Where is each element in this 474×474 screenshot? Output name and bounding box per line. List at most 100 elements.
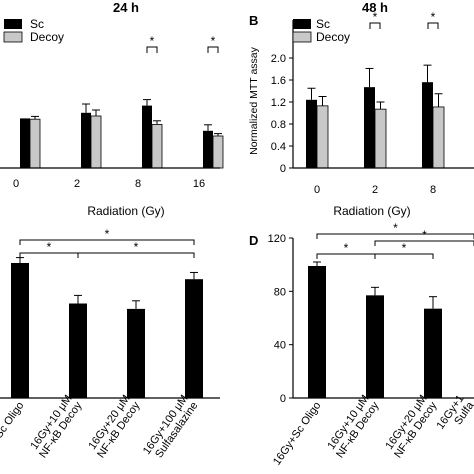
x-tick-label-16: 16 — [193, 178, 205, 190]
x-tick-label-line: Sc Oligo — [0, 400, 26, 441]
significance-bracket-label: * — [402, 241, 407, 255]
y-tick-label: 0.4 — [271, 141, 286, 153]
legend-label-sc: Sc — [30, 17, 44, 31]
bar-decoy-0 — [29, 118, 41, 169]
x-tick-label: Sc Oligo — [0, 400, 26, 441]
bar-sc-16 — [203, 130, 213, 168]
significance-bracket — [146, 46, 158, 53]
bar-sc-2 — [81, 112, 91, 168]
bar-decoy-2 — [374, 108, 387, 169]
bar-decoy-0 — [316, 105, 329, 169]
significance-bracket-label: * — [422, 228, 427, 242]
panel-c-bars — [11, 257, 203, 398]
significance-bracket-label: * — [393, 221, 398, 235]
bar-sc-8 — [142, 105, 152, 168]
bar-0 — [11, 263, 29, 398]
bar-1 — [366, 295, 384, 398]
bar-2 — [424, 308, 442, 398]
panel-b-tick-labels: 0 2 8 — [314, 184, 436, 196]
panel-b-bars — [306, 64, 445, 169]
panel-d-letter: D — [249, 233, 258, 248]
significance-bracket — [77, 252, 195, 258]
bar-decoy-8 — [151, 124, 163, 169]
bar-sc-0 — [20, 118, 30, 168]
panel-b-legend: Sc Decoy — [292, 17, 350, 44]
panel-b: B 48 h Normalized MTT assay 0 0.4 0.8 1.2 1.… — [248, 0, 474, 218]
significance-bracket — [374, 253, 434, 259]
significance-bracket-label: * — [373, 10, 378, 24]
y-tick-label: 1.6 — [271, 75, 286, 87]
y-tick-label: 1.2 — [271, 97, 286, 109]
panel-a-x-axis-title: Radiation (Gy) — [87, 204, 164, 218]
panel-a-legend: Sc Decoy — [3, 17, 64, 44]
panel-b-y-axis-title: Normalized MTT assay — [248, 46, 260, 154]
significance-bracket — [369, 22, 381, 29]
panel-c-significance: * * * — [19, 227, 195, 258]
panel-d-y-ticks: 0 40 80 120 — [268, 233, 293, 405]
significance-bracket-label: * — [344, 241, 349, 255]
legend-label-decoy: Decoy — [316, 30, 350, 44]
significance-bracket-label: * — [105, 227, 110, 241]
panel-a: 24 h 0 2 8 16 Radiation (Gy) Sc Decoy * * — [0, 0, 224, 218]
legend-label-decoy: Decoy — [30, 30, 64, 44]
bar-0 — [308, 266, 326, 398]
significance-bracket-label: * — [47, 240, 52, 254]
bar-3 — [185, 279, 203, 398]
significance-bracket — [316, 233, 474, 239]
panel-b-significance: * * — [369, 10, 439, 29]
x-tick-label-line: 16Gy+Sc Oligo — [271, 400, 323, 468]
panel-a-tick-labels: 0 2 8 16 — [13, 178, 205, 190]
bar-2 — [127, 308, 145, 398]
bar-decoy-8 — [432, 106, 445, 169]
panel-a-significance: * * — [146, 34, 219, 53]
panel-a-title: 24 h — [113, 0, 139, 15]
significance-bracket — [207, 46, 219, 53]
y-tick-label: 2.0 — [271, 53, 286, 65]
legend-swatch-decoy — [292, 31, 312, 43]
y-tick-label: 40 — [274, 340, 286, 352]
bar-1 — [69, 303, 87, 398]
panel-b-title: 48 h — [362, 0, 388, 15]
significance-bracket-label: * — [431, 10, 436, 24]
y-tick-label: 0 — [280, 163, 286, 175]
significance-bracket-label: * — [134, 240, 139, 254]
bar-sc-2 — [364, 87, 375, 168]
legend-swatch-sc — [4, 19, 22, 29]
y-tick-label: 0 — [280, 393, 286, 405]
significance-bracket — [19, 239, 195, 245]
panel-d-significance: * * * * — [316, 221, 474, 259]
legend-label-sc: Sc — [316, 17, 330, 31]
x-tick-label-0: 0 — [13, 178, 19, 190]
bar-sc-0 — [306, 99, 317, 168]
y-tick-label: 120 — [268, 233, 286, 245]
legend-swatch-sc — [293, 19, 311, 29]
bar-sc-8 — [422, 82, 433, 168]
y-tick-label: 80 — [274, 286, 286, 298]
x-tick-label-8: 8 — [430, 184, 436, 196]
bar-decoy-2 — [90, 115, 102, 169]
significance-bracket — [374, 240, 474, 246]
panel-b-y-ticks: 0 0.4 0.8 1.2 1.6 2.0 — [271, 53, 293, 175]
panel-a-bars — [20, 99, 224, 169]
significance-bracket-label: * — [211, 34, 216, 48]
significance-bracket-label: * — [150, 34, 155, 48]
x-tick-label-8: 8 — [135, 178, 141, 190]
x-tick-label: 16Gy+Sc Oligo — [271, 400, 323, 468]
panel-d-bars — [308, 261, 442, 398]
y-tick-label: 0.8 — [271, 119, 286, 131]
bar-decoy-16 — [212, 135, 224, 169]
panel-b-x-axis-title: Radiation (Gy) — [333, 204, 410, 218]
panel-b-letter: B — [249, 13, 258, 28]
significance-bracket — [427, 22, 439, 29]
x-tick-label-0: 0 — [314, 184, 320, 196]
